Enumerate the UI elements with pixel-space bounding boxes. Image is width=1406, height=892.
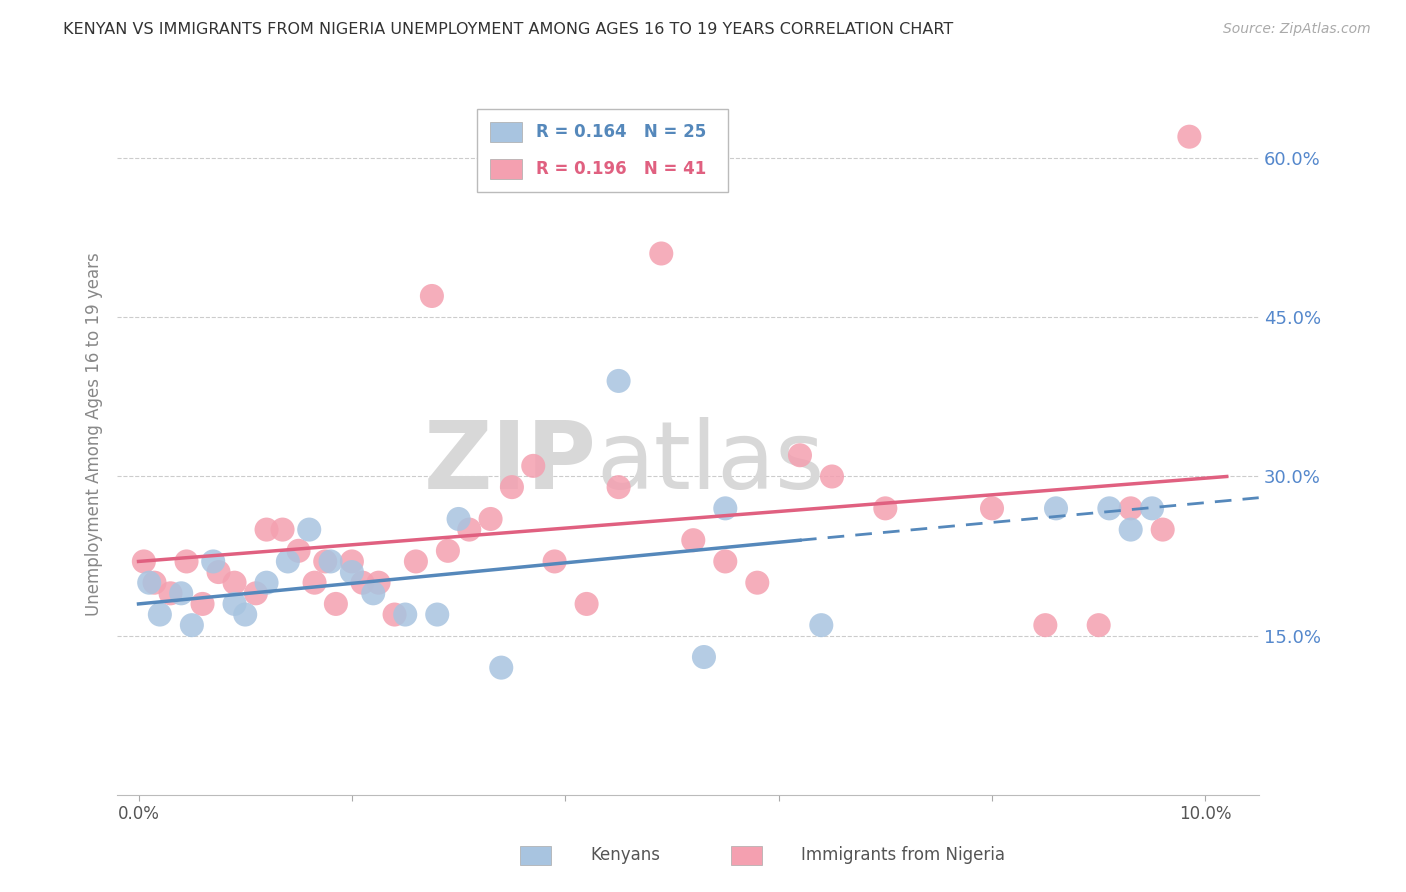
- Point: [405, 554, 427, 568]
- Point: [180, 618, 202, 632]
- Point: [522, 458, 544, 473]
- Point: [1140, 501, 1163, 516]
- Point: [714, 554, 737, 568]
- Point: [714, 501, 737, 516]
- Point: [1119, 523, 1142, 537]
- Text: ZIP: ZIP: [423, 417, 596, 509]
- Point: [479, 512, 502, 526]
- Point: [650, 246, 672, 260]
- Point: [277, 554, 299, 568]
- Point: [202, 554, 225, 568]
- Text: KENYAN VS IMMIGRANTS FROM NIGERIA UNEMPLOYMENT AMONG AGES 16 TO 19 YEARS CORRELA: KENYAN VS IMMIGRANTS FROM NIGERIA UNEMPL…: [63, 22, 953, 37]
- Point: [693, 650, 716, 665]
- Point: [256, 575, 278, 590]
- Point: [747, 575, 769, 590]
- Point: [191, 597, 214, 611]
- Point: [224, 597, 246, 611]
- Point: [149, 607, 172, 622]
- Point: [1045, 501, 1067, 516]
- Text: Source: ZipAtlas.com: Source: ZipAtlas.com: [1223, 22, 1371, 37]
- Point: [607, 374, 630, 388]
- Text: R = 0.196   N = 41: R = 0.196 N = 41: [536, 160, 706, 178]
- Point: [132, 554, 155, 568]
- Point: [491, 660, 513, 674]
- Point: [361, 586, 384, 600]
- Point: [501, 480, 523, 494]
- Point: [1152, 523, 1174, 537]
- Point: [458, 523, 481, 537]
- Point: [789, 448, 811, 462]
- Point: [1098, 501, 1121, 516]
- Point: [207, 565, 229, 579]
- Point: [176, 554, 198, 568]
- Point: [224, 575, 246, 590]
- Point: [170, 586, 193, 600]
- Point: [394, 607, 416, 622]
- Point: [245, 586, 267, 600]
- Point: [607, 480, 630, 494]
- Point: [256, 523, 278, 537]
- Point: [426, 607, 449, 622]
- Point: [340, 554, 363, 568]
- Point: [271, 523, 294, 537]
- FancyBboxPatch shape: [491, 159, 523, 179]
- Point: [367, 575, 389, 590]
- Point: [325, 597, 347, 611]
- FancyBboxPatch shape: [477, 109, 728, 192]
- FancyBboxPatch shape: [491, 122, 523, 143]
- Point: [319, 554, 342, 568]
- Y-axis label: Unemployment Among Ages 16 to 19 years: Unemployment Among Ages 16 to 19 years: [86, 252, 103, 615]
- Point: [447, 512, 470, 526]
- Point: [233, 607, 256, 622]
- Point: [304, 575, 326, 590]
- Point: [1033, 618, 1056, 632]
- Point: [143, 575, 166, 590]
- Text: Immigrants from Nigeria: Immigrants from Nigeria: [801, 846, 1005, 863]
- Point: [159, 586, 181, 600]
- Point: [420, 289, 443, 303]
- Point: [287, 544, 309, 558]
- Point: [810, 618, 832, 632]
- Text: R = 0.164   N = 25: R = 0.164 N = 25: [536, 123, 706, 141]
- Point: [981, 501, 1004, 516]
- Point: [340, 565, 363, 579]
- Point: [821, 469, 844, 483]
- Point: [875, 501, 897, 516]
- Point: [575, 597, 598, 611]
- Point: [384, 607, 406, 622]
- Point: [298, 523, 321, 537]
- Point: [314, 554, 336, 568]
- Point: [1119, 501, 1142, 516]
- Point: [1178, 129, 1201, 144]
- Point: [682, 533, 704, 548]
- Point: [352, 575, 374, 590]
- Point: [1087, 618, 1109, 632]
- Point: [138, 575, 160, 590]
- Text: atlas: atlas: [596, 417, 825, 509]
- Point: [543, 554, 565, 568]
- Text: Kenyans: Kenyans: [591, 846, 661, 863]
- Point: [437, 544, 460, 558]
